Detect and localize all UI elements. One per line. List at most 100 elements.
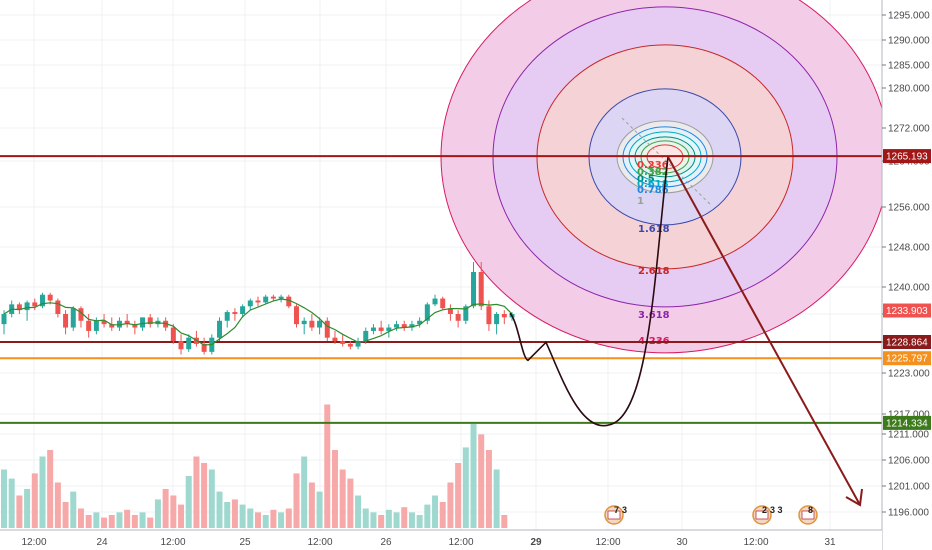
candle-body <box>1 314 7 325</box>
fib-label-0.382: 0.382 <box>637 167 669 178</box>
candle-body <box>455 314 461 321</box>
x-tick-label: 24 <box>96 537 108 548</box>
candle-body <box>447 308 453 314</box>
event-flag-stripe <box>607 510 621 520</box>
y-tick-label: 1290.000 <box>888 36 930 47</box>
volume-bar <box>224 502 231 528</box>
projection-curve <box>509 156 669 427</box>
x-tick-label: 31 <box>824 537 836 548</box>
y-tick-label: 1272.000 <box>888 124 930 135</box>
volume-bar <box>432 495 439 528</box>
candle-body <box>378 327 384 331</box>
volume-bar <box>439 502 446 528</box>
price-tag-label: 1228.864 <box>886 338 928 349</box>
candle-body <box>201 343 207 352</box>
candle-body <box>486 306 492 325</box>
volume-bar <box>478 434 485 528</box>
x-tick-label: 12:00 <box>160 537 185 548</box>
candle-body <box>471 272 477 307</box>
x-tick-label: 12:00 <box>307 537 332 548</box>
volume-bar <box>1 469 7 528</box>
volume-bar <box>378 515 385 528</box>
volume-bar <box>301 456 308 528</box>
volume-bar <box>108 515 115 528</box>
candle-body <box>93 320 99 331</box>
volume-bar <box>324 404 331 528</box>
projection-path <box>509 156 669 427</box>
candle-body <box>263 296 269 303</box>
candle-body <box>409 324 415 328</box>
volume-bar <box>201 463 208 528</box>
volume-bar <box>39 456 46 528</box>
volume-bar <box>62 502 69 528</box>
candle-body <box>309 320 315 328</box>
candle-body <box>63 314 69 328</box>
candle-body <box>217 320 223 338</box>
volume-bar <box>447 482 454 528</box>
candle-body <box>232 312 238 314</box>
price-tag-bg <box>883 149 931 164</box>
volume-bar <box>85 515 92 528</box>
volume-bar <box>139 512 146 528</box>
y-tick-label: 1201.000 <box>888 482 930 493</box>
volume-bar <box>462 447 469 528</box>
x-tick-label: 12:00 <box>21 537 46 548</box>
volume-bar <box>54 482 61 528</box>
fib-label-0.236: 0.236 <box>637 160 669 171</box>
trend-arrow <box>667 156 863 507</box>
volume-bar <box>270 509 277 528</box>
volume-bar <box>8 478 15 528</box>
volume-bar <box>70 491 77 528</box>
candle-body <box>317 320 323 328</box>
time-axis-bg <box>0 530 882 550</box>
price-axis-bg <box>882 0 932 550</box>
volume-bar <box>147 517 154 528</box>
price-tag-bg <box>883 415 931 430</box>
candle-body <box>278 296 284 299</box>
volume-bar <box>255 512 261 528</box>
x-tick-label: 12:00 <box>743 537 768 548</box>
candle-body <box>47 294 53 301</box>
y-tick-label: 1295.000 <box>888 11 930 22</box>
candle-body <box>163 320 169 328</box>
x-tick-label: 12:00 <box>595 537 620 548</box>
y-tick-label: 1223.000 <box>888 369 930 380</box>
candle-body <box>301 320 307 325</box>
candle-body <box>401 324 407 328</box>
candle-body <box>116 320 122 328</box>
y-tick-label: 1211.000 <box>888 430 929 441</box>
candle-body <box>270 296 276 299</box>
candle-body <box>501 314 507 318</box>
volume-bar <box>293 473 300 528</box>
volume-bar <box>501 515 508 528</box>
fib-label-0.786: 0.786 <box>637 185 669 196</box>
volume-bar <box>231 499 238 528</box>
x-tick-label: 29 <box>530 537 542 548</box>
arrow-shaft <box>667 156 861 506</box>
volume-bar <box>347 478 354 528</box>
candle-body <box>494 314 500 325</box>
y-tick-label: 1248.000 <box>888 243 930 254</box>
volume-bar <box>93 512 100 528</box>
volume-bar <box>416 515 423 528</box>
candle-body <box>132 324 138 328</box>
candle-body <box>170 327 176 342</box>
volume-bar <box>339 469 346 528</box>
volume-bar <box>316 491 323 528</box>
volume-bar <box>370 512 377 528</box>
candle-body <box>255 300 261 303</box>
event-extra: 3 3 <box>770 505 783 515</box>
candle-body <box>386 327 392 331</box>
volume-bar <box>31 473 38 528</box>
candle-body <box>370 327 376 331</box>
x-tick-label: 30 <box>676 537 688 548</box>
candle-body <box>186 337 192 350</box>
price-tag-label: 1233.903 <box>886 306 928 317</box>
horizontal-levels <box>0 155 882 424</box>
y-tick-label: 1196.000 <box>888 508 929 519</box>
x-tick-label: 25 <box>239 537 251 548</box>
candle-body <box>363 330 369 342</box>
volume-bar <box>16 495 23 528</box>
